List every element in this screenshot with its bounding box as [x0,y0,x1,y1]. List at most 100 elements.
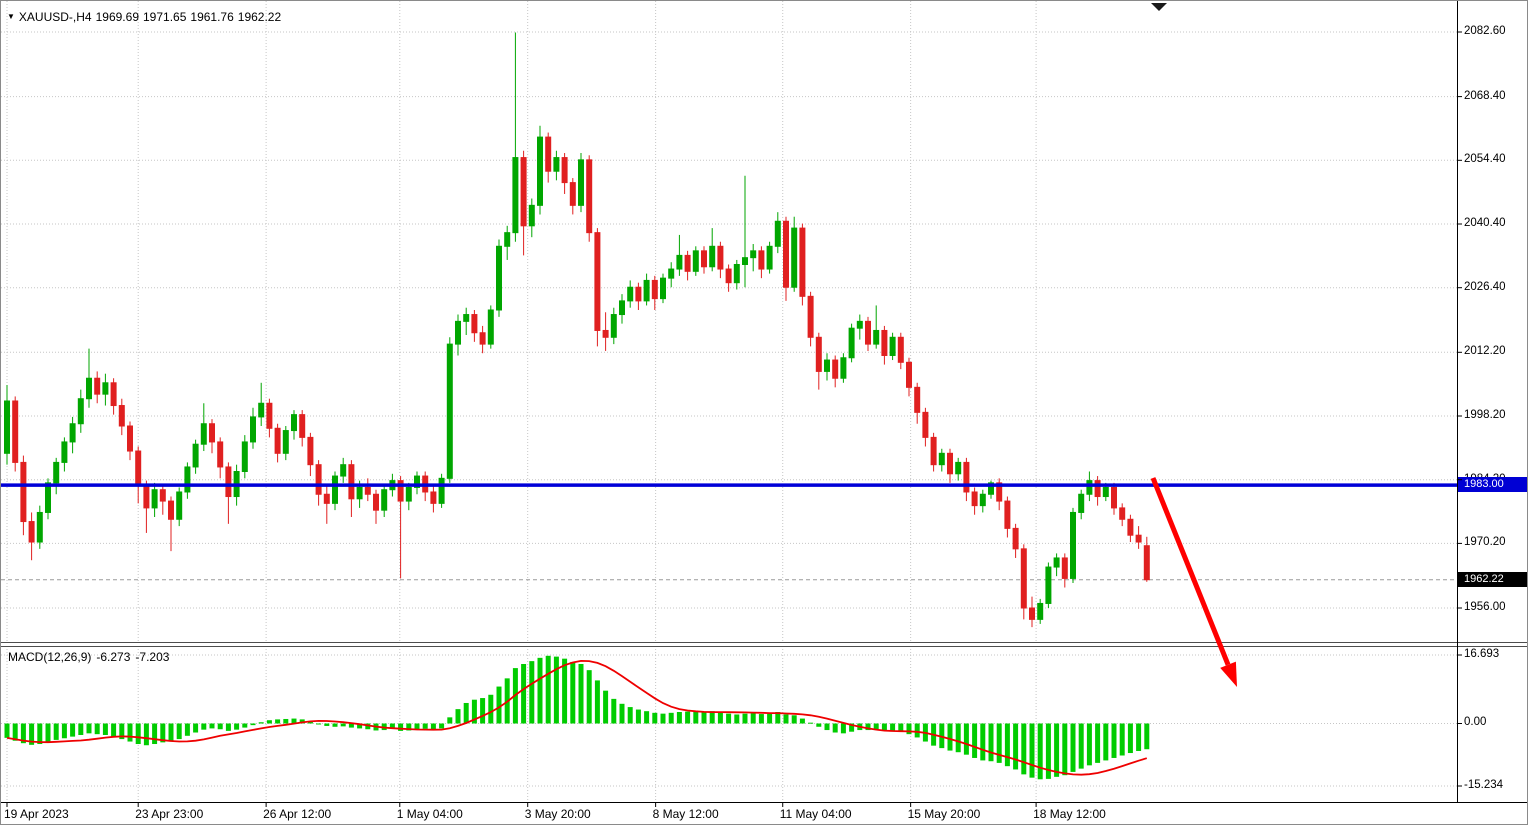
macd-histogram-bar [545,655,551,724]
macd-histogram-bar [586,670,592,724]
candle-bull [405,486,412,502]
macd-histogram-bar [709,711,715,724]
candle-bear [397,480,404,502]
macd-histogram-bar [135,723,141,745]
candle-bear [586,159,593,234]
candle-bear [118,405,125,427]
macd-histogram-bar [119,723,125,740]
macd-histogram-bar [86,723,92,734]
candle-bear [815,336,822,372]
candle-bear [471,314,478,334]
candle-bear [135,450,142,486]
price-axis-label: 2068.40 [1464,89,1506,102]
candle-bear [971,491,978,507]
time-axis-label: 8 May 12:00 [652,807,719,821]
macd-histogram-bar [734,714,740,724]
macd-histogram-bar [873,723,879,730]
macd-histogram-bar [668,712,674,724]
candle-bull [840,357,847,379]
macd-histogram-bar [389,723,395,729]
macd-histogram-bar [439,723,445,729]
macd-histogram-bar [102,723,108,735]
candle-bear [1029,607,1035,620]
candle-bull [1086,480,1093,495]
macd-histogram-bar [644,711,650,724]
macd-histogram-bar [422,723,428,729]
candle-bear [561,157,568,184]
candle-bull [86,377,92,400]
price-axis-label: 2026.40 [1464,280,1506,293]
candle-bull [36,511,43,543]
macd-histogram-bar [168,723,174,742]
bar-open-value: 1969.69 [95,10,139,24]
macd-histogram-bar [37,723,43,745]
candle-bear [1143,545,1150,581]
candle-bull [414,475,420,488]
macd-histogram-bar [594,680,600,724]
macd-histogram-bar [480,698,486,724]
macd-histogram-bar [1078,723,1084,769]
macd-histogram-bar [537,657,543,724]
symbol-triangle-icon: ▼ [7,12,15,21]
macd-histogram-bar [627,707,633,724]
candle-bull [291,414,297,432]
macd-histogram-bar [529,661,535,724]
candle-bear [947,452,953,475]
candle-bull [1102,486,1109,498]
bar-close-value: 1962.22 [237,10,282,24]
macd-histogram-bar [496,686,502,724]
macd-histogram-bar [258,722,264,724]
candle-bear [143,484,150,509]
candle-bear [20,461,27,523]
macd-histogram-bar [726,713,732,724]
macd-histogram-bar [849,723,855,732]
macd-histogram-bar [865,723,871,731]
candle-bear [1061,557,1068,579]
macd-histogram-bar [348,723,354,728]
candle-bull [496,245,502,311]
macd-histogram-bar [291,718,297,724]
price-chart-plot[interactable] [1,1,1457,802]
candle-bear [1004,500,1011,529]
candle-bear [1012,527,1019,550]
macd-histogram-bar [701,712,707,724]
candle-bear [12,400,19,463]
macd-histogram-bar [635,709,641,724]
candle-bear [684,254,691,272]
candle-bull [69,423,76,443]
macd-histogram-bar [1070,723,1076,772]
candle-bull [619,300,625,316]
macd-histogram-bar [676,712,682,724]
macd-histogram-bar [808,722,814,724]
candle-bull [709,245,716,268]
candle-bear [479,332,486,345]
price-axis-label: 2082.60 [1464,25,1506,37]
macd-histogram-bar [234,723,240,730]
candle-bear [1127,518,1134,536]
macd-histogram-bar [578,663,584,724]
macd-histogram-bar [988,723,994,762]
candle-bull [61,441,68,463]
candle-bear [159,489,166,502]
candle-bear [651,279,658,300]
macd-histogram-bar [914,723,920,738]
time-axis[interactable]: 19 Apr 2023 23 Apr 23:00 26 Apr 12:00 1 May… [1,804,1457,824]
candle-bull [176,491,183,520]
candle-bear [430,491,437,504]
time-axis-label: 19 Apr 2023 [4,807,69,821]
candle-bull [250,416,256,443]
macd-histogram-bar [111,723,117,737]
macd-histogram-bar [1054,723,1060,777]
macd-histogram-bar [299,719,305,724]
macd-histogram-bar [685,711,691,724]
candle-bear [569,182,576,206]
time-axis-label: 26 Apr 12:00 [263,807,332,821]
candle-bull [824,359,830,372]
macd-indicator-label: MACD(12,26,9) -6.273 -7.203 [8,650,174,664]
macd-histogram-bar [78,723,84,735]
candle-bull [184,466,191,493]
candle-bear [996,482,1003,502]
macd-histogram-bar [143,723,149,746]
candle-bull [1070,511,1076,579]
price-axis[interactable]: 1983.00 1962.22 2082.60 2068.40 2054.40 204… [1458,1,1527,802]
